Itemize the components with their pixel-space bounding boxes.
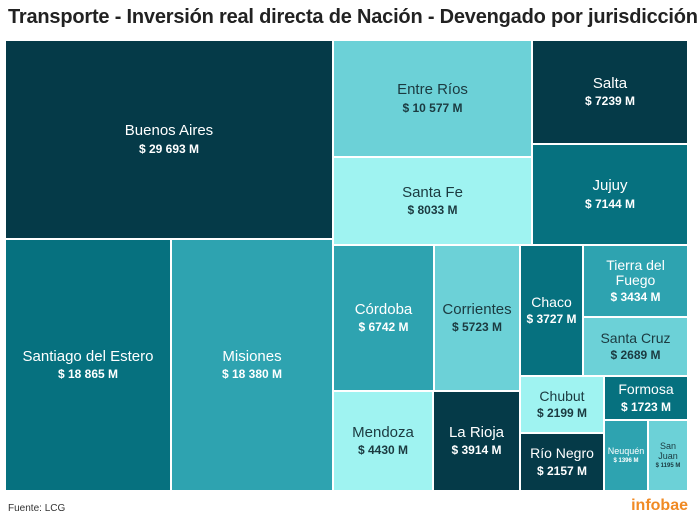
treemap-cell-san-juan: San Juan $ 1195 M [648,420,688,491]
treemap-value: $ 2157 M [536,463,588,478]
treemap-value: $ 7239 M [584,94,636,109]
treemap-label: Córdoba [354,300,413,318]
treemap-label: Chaco [531,293,572,310]
treemap-cell-la-rioja: La Rioja $ 3914 M [433,391,520,491]
treemap-cell-mendoza: Mendoza $ 4430 M [333,391,433,491]
treemap-value: $ 2199 M [536,406,588,421]
treemap-cell-corrientes: Corrientes $ 5723 M [434,245,520,391]
treemap-value: $ 10 577 M [402,100,463,115]
treemap-label: Jujuy [592,177,628,195]
treemap-value: $ 18 865 M [57,367,119,382]
treemap-label: Neuquén [607,445,645,456]
treemap-cell-misiones: Misiones $ 18 380 M [171,239,333,491]
treemap-label: Buenos Aires [124,122,214,140]
treemap-value: $ 7144 M [584,196,636,211]
brand-logo: infobae [631,497,688,514]
treemap-cell-jujuy: Jujuy $ 7144 M [532,144,688,245]
treemap-label: Santa Fe [402,183,463,201]
treemap-value: $ 18 380 M [221,367,283,382]
source-note: Fuente: LCG [8,503,66,514]
treemap-cell-tierra-del-fuego: Tierra del Fuego $ 3434 M [583,245,688,317]
treemap-label: Mendoza [352,423,414,441]
treemap-value: $ 6742 M [358,320,409,335]
treemap-cell-entre-rios: Entre Ríos $ 10 577 M [333,40,532,157]
treemap-label: San Juan [658,440,678,461]
treemap-value: $ 2689 M [610,348,661,363]
treemap-label: Formosa [618,381,674,398]
treemap-cell-santa-cruz: Santa Cruz $ 2689 M [583,317,688,376]
treemap-value: $ 3727 M [526,312,577,327]
treemap-label: Salta [592,74,628,92]
treemap-cell-chubut: Chubut $ 2199 M [520,376,604,433]
chart-title: Transporte - Inversión real directa de N… [8,6,698,28]
treemap-cell-santiago-del-estero: Santiago del Estero $ 18 865 M [5,239,171,491]
treemap-value: $ 3434 M [610,290,661,305]
treemap-value: $ 5723 M [451,320,503,335]
treemap-cell-buenos-aires: Buenos Aires $ 29 693 M [5,40,333,239]
treemap-cell-chaco: Chaco $ 3727 M [520,245,583,376]
treemap-value: $ 1723 M [620,399,672,414]
treemap-label: Santa Cruz [600,329,671,346]
treemap-cell-neuquen: Neuquén $ 1396 M [604,420,648,491]
treemap-label: La Rioja [448,423,505,441]
treemap-value: $ 29 693 M [138,141,200,156]
treemap-value: $ 1396 M [613,457,639,464]
treemap-cell-salta: Salta $ 7239 M [532,40,688,144]
treemap-value: $ 8033 M [407,203,458,218]
treemap-cell-cordoba: Córdoba $ 6742 M [333,245,434,391]
treemap-cell-santa-fe: Santa Fe $ 8033 M [333,157,532,245]
treemap-cell-rio-negro: Río Negro $ 2157 M [520,433,604,491]
treemap-cell-formosa: Formosa $ 1723 M [604,376,688,420]
treemap: Buenos Aires $ 29 693 M Santiago del Ester… [5,40,688,491]
treemap-label: Entre Ríos [397,81,468,99]
treemap-value: $ 3914 M [451,443,502,458]
treemap-label: Tierra del Fuego [606,256,665,288]
treemap-label: Río Negro [530,445,594,462]
treemap-label: Corrientes [442,300,512,318]
treemap-value: $ 1195 M [655,462,681,469]
treemap-label: Chubut [539,387,585,404]
treemap-value: $ 4430 M [357,443,409,458]
treemap-label: Santiago del Estero [22,347,154,365]
treemap-label: Misiones [222,347,282,365]
